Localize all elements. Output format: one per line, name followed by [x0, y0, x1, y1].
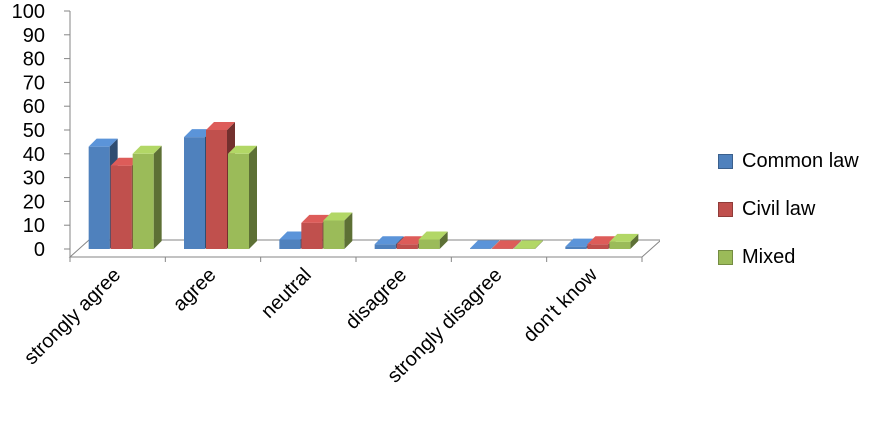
bar-front-face	[492, 248, 513, 249]
bar-front-face	[374, 244, 396, 249]
bar-side-face	[439, 231, 448, 249]
y-tick-label: 80	[23, 49, 45, 71]
bar-side-face	[630, 233, 639, 249]
y-tick-label: 10	[23, 215, 45, 237]
legend-item-common-law: Common law	[718, 148, 859, 174]
bars	[88, 122, 639, 249]
legend-swatch-civil-law	[718, 201, 733, 217]
legend-swatch-common-law	[718, 153, 733, 169]
x-label-agree: agree	[169, 264, 221, 316]
bar-front-face	[279, 239, 301, 249]
bar-top-face	[418, 231, 448, 240]
bar-mixed-neutral	[323, 212, 353, 249]
bar-top-face	[110, 157, 140, 166]
bar-front-face	[587, 244, 609, 249]
legend-swatch-mixed	[718, 249, 733, 265]
bar-front-face	[88, 146, 110, 249]
bar-side-face	[153, 145, 162, 249]
x-axis-category-labels: strongly agree agree neutral disagreestrong…	[20, 264, 602, 388]
x-label-neutral: neutral	[257, 264, 316, 323]
legend-label-mixed: Mixed	[742, 245, 796, 268]
x-label-disagree: disagree	[341, 264, 411, 334]
bar-front-face	[609, 241, 631, 249]
bar-side-face	[535, 240, 543, 249]
y-tick-label: 70	[23, 72, 45, 94]
legend-label-common-law: Common law	[742, 149, 859, 172]
bar-top-face	[374, 236, 404, 245]
bar-civil-law-strongly-disagree	[492, 240, 521, 249]
y-tick-label: 100	[12, 1, 45, 23]
bar-side-face	[344, 212, 353, 249]
bar-top-face	[88, 138, 118, 147]
bar-front-face	[514, 248, 535, 249]
bar-top-face	[184, 129, 213, 138]
legend-item-mixed: Mixed	[718, 244, 859, 270]
bar-top-face	[279, 231, 309, 240]
y-tick-label: 30	[23, 168, 45, 190]
chart-legend: Common law Civil law Mixed	[718, 148, 859, 292]
bar-top-face	[323, 212, 353, 221]
legend-label-civil-law: Civil law	[742, 197, 816, 220]
y-tick-label: 90	[23, 25, 45, 47]
bar-top-face	[132, 145, 162, 154]
bar-side-face	[513, 240, 521, 249]
bar-front-face	[132, 153, 154, 249]
y-tick-label: 60	[23, 96, 45, 118]
bar-front-face	[565, 246, 587, 249]
bar-mixed-agree	[228, 145, 257, 249]
bar-top-face	[470, 240, 499, 249]
bar-top-face	[609, 233, 639, 242]
bar-mixed-disagree	[418, 231, 448, 249]
bar-mixed-strongly-agree	[132, 145, 162, 249]
bar-mixed-don-t-know	[609, 233, 639, 249]
bar-top-face	[396, 236, 426, 245]
bar-front-face	[206, 130, 227, 249]
bar-front-face	[323, 220, 345, 249]
bar-top-face	[565, 238, 595, 247]
bar-top-face	[514, 240, 543, 249]
bar-top-face	[206, 122, 235, 130]
bar-top-face	[492, 240, 521, 249]
x-label-don-t-know: don't know	[519, 264, 602, 347]
y-tick-label: 20	[23, 191, 45, 213]
bar-front-face	[396, 244, 418, 249]
y-tick-label: 50	[23, 120, 45, 142]
x-label-strongly-agree: strongly agree	[20, 264, 125, 369]
y-tick-label: 40	[23, 144, 45, 166]
bar-front-face	[110, 165, 132, 249]
legend-item-civil-law: Civil law	[718, 196, 859, 222]
bar-mixed-strongly-disagree	[514, 240, 543, 249]
bar-top-face	[587, 236, 617, 245]
bar-side-face	[249, 145, 257, 249]
bar-front-face	[184, 137, 205, 249]
bar-front-face	[301, 222, 323, 249]
bar-top-face	[301, 214, 331, 223]
bar-front-face	[228, 153, 249, 249]
bar-front-face	[418, 239, 440, 249]
bar-front-face	[470, 248, 491, 249]
bar-top-face	[228, 145, 257, 154]
bar-side-face	[491, 240, 499, 249]
y-tick-label: 0	[34, 239, 45, 261]
bar-common-law-strongly-disagree	[470, 240, 499, 249]
